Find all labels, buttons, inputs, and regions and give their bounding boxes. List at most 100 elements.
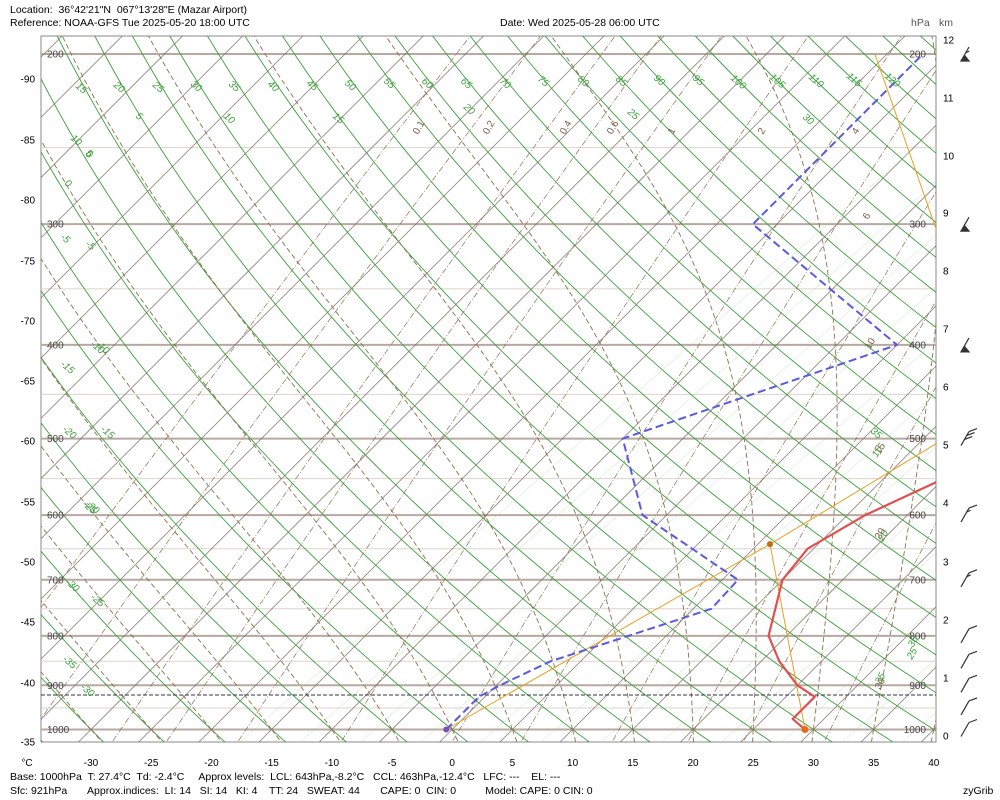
moist-adiabat-label-right: 30: [906, 634, 921, 650]
mixing-ratio-label: 20: [873, 526, 888, 542]
mixing-ratio-label: 15: [873, 441, 888, 457]
isotherm-line: [439, 245, 936, 742]
dry-adiabat-line: [657, 36, 936, 293]
pressure-label-left: 400: [47, 340, 64, 351]
thin-green-line: [953, 10, 1000, 750]
height-km-label: 8: [943, 267, 949, 278]
height-km-label: 5: [943, 441, 949, 452]
thin-green-line: [600, 446, 936, 742]
x-tick-label: 20: [687, 758, 699, 769]
dry-adiabat-line: [41, 77, 651, 742]
wind-barb-flag: [959, 225, 971, 232]
wind-barb-staff: [960, 628, 970, 644]
isotherm-line: [559, 365, 936, 742]
moist-adiabat-label-right: 25: [905, 646, 921, 662]
date-label: Date: Wed 2025-05-28 06:00 UTC: [500, 17, 660, 29]
height-km-label: 4: [943, 499, 949, 510]
isotherm-line: [77, 36, 786, 742]
location-label: Location: 36°42'21"N 067°13'28"E (Mazar …: [10, 4, 247, 16]
wind-barb-staff: [960, 572, 970, 588]
wind-barb-full: [963, 436, 973, 441]
parcel-moist-line: [769, 53, 936, 545]
dry-adiabat-line: [41, 676, 105, 742]
pressure-label-left: 500: [47, 434, 64, 445]
isotherm-line: [41, 36, 424, 419]
mixing-ratio-line: [41, 36, 471, 609]
lcl-marker: [766, 541, 773, 548]
height-km-label: 12: [943, 36, 955, 47]
moist-adiabat-line: [391, 729, 400, 742]
dry-adiabat-line: [41, 422, 348, 742]
moist-adiabat-line: [385, 36, 694, 730]
moist-adiabat-line: [147, 36, 574, 730]
height-km-label: 2: [943, 616, 949, 627]
moist-adiabat-line: [692, 729, 694, 742]
mixing-ratio-label: 4: [850, 126, 863, 137]
isotherm-line: [41, 36, 304, 299]
dry-adiabat-line: [131, 36, 833, 742]
thin-green-line: [239, 128, 936, 742]
dry-adiabat-line: [544, 36, 936, 400]
unit-km-label: km: [939, 17, 953, 29]
left-tick-label: -75: [21, 257, 36, 268]
isotherm-line: [41, 36, 364, 359]
wind-barb-staff: [960, 700, 970, 716]
isotherm-line: [318, 124, 936, 742]
left-tick-label: -35: [21, 738, 36, 749]
isotherm-line: [619, 425, 936, 742]
mixing-ratio-line: [111, 36, 616, 742]
dry-adiabat-line: [41, 356, 408, 742]
left-tick-label: -50: [21, 558, 36, 569]
moist-adiabat-label-right: 15: [870, 444, 885, 460]
wind-barb-staff: [960, 722, 970, 737]
footer-indices: Sfc: 921hPa Approx.indices: LI: 14 SI: 1…: [10, 785, 593, 797]
isotherm-line: [41, 36, 244, 239]
wind-barb-full: [968, 718, 978, 724]
pressure-label-right: 600: [909, 511, 926, 522]
pressure-label-left: 800: [47, 631, 64, 642]
x-tick-label: 40: [928, 758, 940, 769]
wind-barb: [960, 625, 978, 644]
moist-adiabat-line: [41, 525, 212, 730]
thin-green-line: [420, 287, 936, 742]
isotherm-line: [499, 305, 936, 742]
wind-barb-staff: [960, 507, 970, 523]
height-km-label: 0: [943, 732, 949, 743]
x-tick-label: -10: [325, 758, 340, 769]
pressure-label-right: 900: [909, 681, 926, 692]
moist-adiabat-line: [511, 729, 518, 742]
left-tick-label: -90: [21, 75, 36, 86]
left-tick-label: -65: [21, 377, 36, 388]
plot-area: [41, 10, 1000, 750]
moist-adiabat-line: [41, 139, 453, 730]
wind-barb: [959, 216, 971, 232]
surface-dewpoint-marker: [443, 726, 450, 733]
mixing-ratio-line: [520, 69, 936, 742]
moist-adiabat-line: [752, 729, 754, 742]
moist-adiabat-line: [745, 36, 838, 730]
x-tick-label: 30: [808, 758, 820, 769]
thin-green-line: [540, 393, 936, 742]
pressure-label-right: 700: [909, 575, 926, 586]
dry-adiabat-line: [319, 36, 936, 618]
parcel-dry-line: [769, 544, 806, 730]
dry-adiabat-line: [356, 36, 936, 581]
moist-adiabat-line: [930, 729, 935, 742]
dry-adiabat-line: [169, 36, 894, 742]
isotherm-line: [800, 606, 936, 742]
x-tick-label: -25: [144, 758, 159, 769]
isotherm-line: [41, 36, 184, 179]
isotherm-line: [41, 36, 725, 720]
dry-adiabat-line: [929, 10, 1000, 750]
dry-adiabat-line: [582, 36, 936, 364]
dry-adiabat-line: [507, 36, 936, 435]
pressure-label-right: 400: [909, 340, 926, 351]
x-axis-unit-label: °C: [21, 758, 32, 769]
unit-hpa-label: hPa: [911, 17, 930, 29]
moist-adiabat-line: [572, 729, 577, 742]
left-tick-label: -70: [21, 317, 36, 328]
x-tick-label: -5: [388, 758, 397, 769]
left-tick-label: -80: [21, 196, 36, 207]
wind-barb-staff: [960, 677, 970, 693]
